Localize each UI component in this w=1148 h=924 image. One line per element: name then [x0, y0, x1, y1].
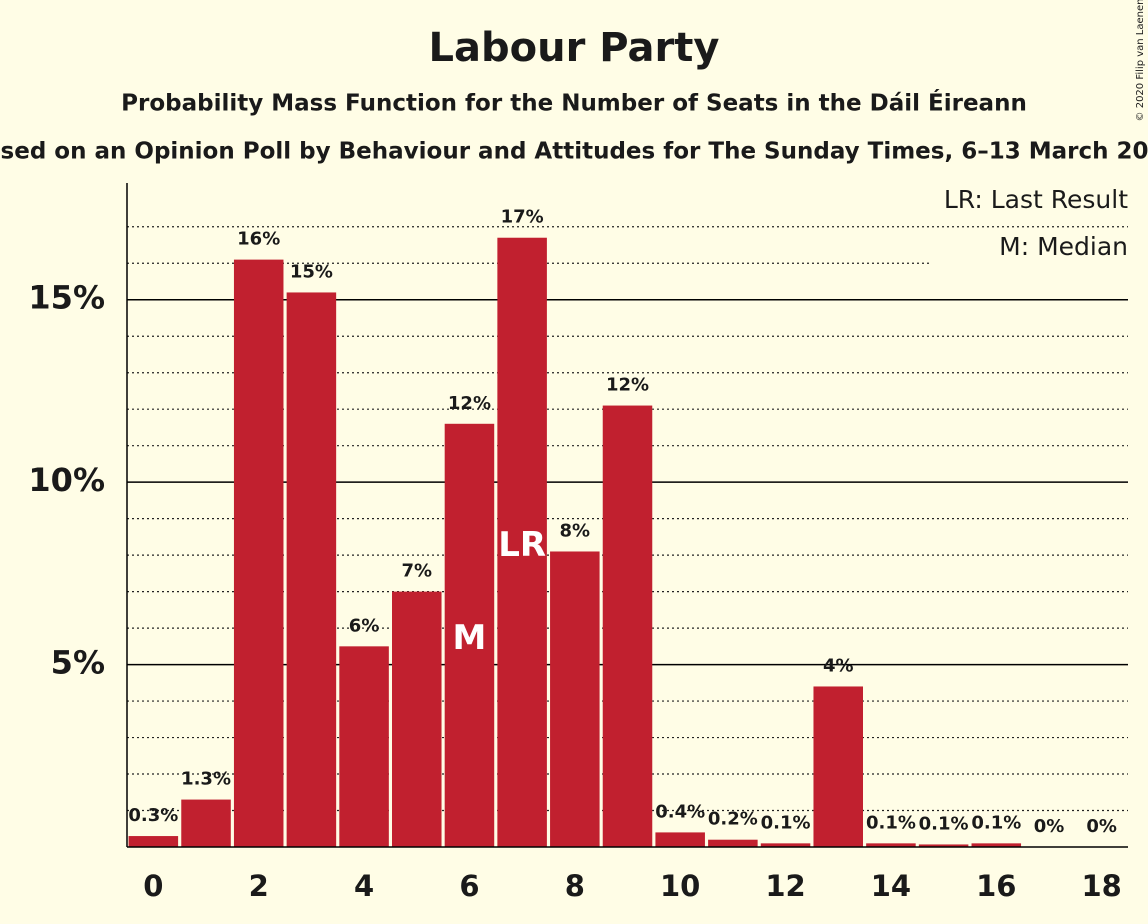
- value-label: 0%: [1034, 816, 1065, 837]
- legend-bg: [930, 229, 1130, 267]
- value-label: 0.1%: [761, 812, 811, 833]
- x-tick-label: 8: [565, 869, 585, 903]
- y-tick-label: 5%: [51, 644, 105, 682]
- copyright: © 2020 Filip van Laenen: [1135, 0, 1146, 121]
- bar-annotation: LR: [498, 525, 546, 565]
- bar: [602, 405, 653, 847]
- x-tick-label: 12: [765, 869, 805, 903]
- value-label: 15%: [290, 261, 333, 282]
- bar: [708, 839, 758, 847]
- bar: [655, 832, 705, 847]
- chart-caption: Based on an Opinion Poll by Behaviour an…: [0, 139, 1148, 165]
- bar: [444, 423, 495, 847]
- bar: [181, 799, 231, 847]
- value-label: 0.1%: [919, 813, 969, 834]
- bar: [392, 591, 442, 847]
- value-label: 16%: [237, 229, 280, 250]
- bar: [866, 843, 916, 847]
- value-label: 8%: [560, 520, 591, 541]
- x-tick-label: 18: [1081, 869, 1121, 903]
- x-tick-label: 14: [871, 869, 911, 903]
- bar: [813, 686, 863, 847]
- value-label: 1.3%: [181, 769, 231, 790]
- bar: [550, 551, 600, 847]
- y-tick-label: 15%: [28, 279, 105, 317]
- bar: [918, 844, 969, 847]
- bar: [286, 292, 337, 847]
- value-label: 0.1%: [866, 812, 916, 833]
- x-tick-label: 4: [354, 869, 374, 903]
- chart-subtitle: Probability Mass Function for the Number…: [121, 89, 1027, 117]
- value-label: 0%: [1086, 816, 1117, 837]
- value-label: 12%: [448, 393, 491, 414]
- legend-bg: [930, 182, 1130, 220]
- value-label: 0.4%: [655, 801, 705, 822]
- bar: [128, 836, 179, 847]
- bar: [233, 259, 284, 848]
- bar: [760, 843, 811, 847]
- legend-entry: M: Median: [999, 232, 1128, 261]
- y-tick-label: 10%: [28, 461, 105, 499]
- bar-annotation: M: [453, 618, 487, 658]
- x-tick-label: 0: [143, 869, 163, 903]
- value-label: 0.3%: [128, 805, 178, 826]
- value-label: 7%: [401, 561, 432, 582]
- value-label: 12%: [606, 375, 649, 396]
- value-label: 4%: [823, 655, 854, 676]
- value-label: 0.2%: [708, 809, 758, 830]
- legend-entry: LR: Last Result: [944, 185, 1128, 214]
- bar: [339, 646, 389, 847]
- value-label: 17%: [501, 207, 544, 228]
- bar: [971, 843, 1022, 847]
- bar: [497, 237, 547, 847]
- x-tick-label: 10: [660, 869, 700, 903]
- x-tick-label: 16: [976, 869, 1016, 903]
- value-label: 0.1%: [971, 812, 1021, 833]
- chart-title: Labour Party: [429, 25, 720, 71]
- x-tick-label: 2: [249, 869, 269, 903]
- value-label: 6%: [349, 615, 380, 636]
- x-tick-label: 6: [459, 869, 479, 903]
